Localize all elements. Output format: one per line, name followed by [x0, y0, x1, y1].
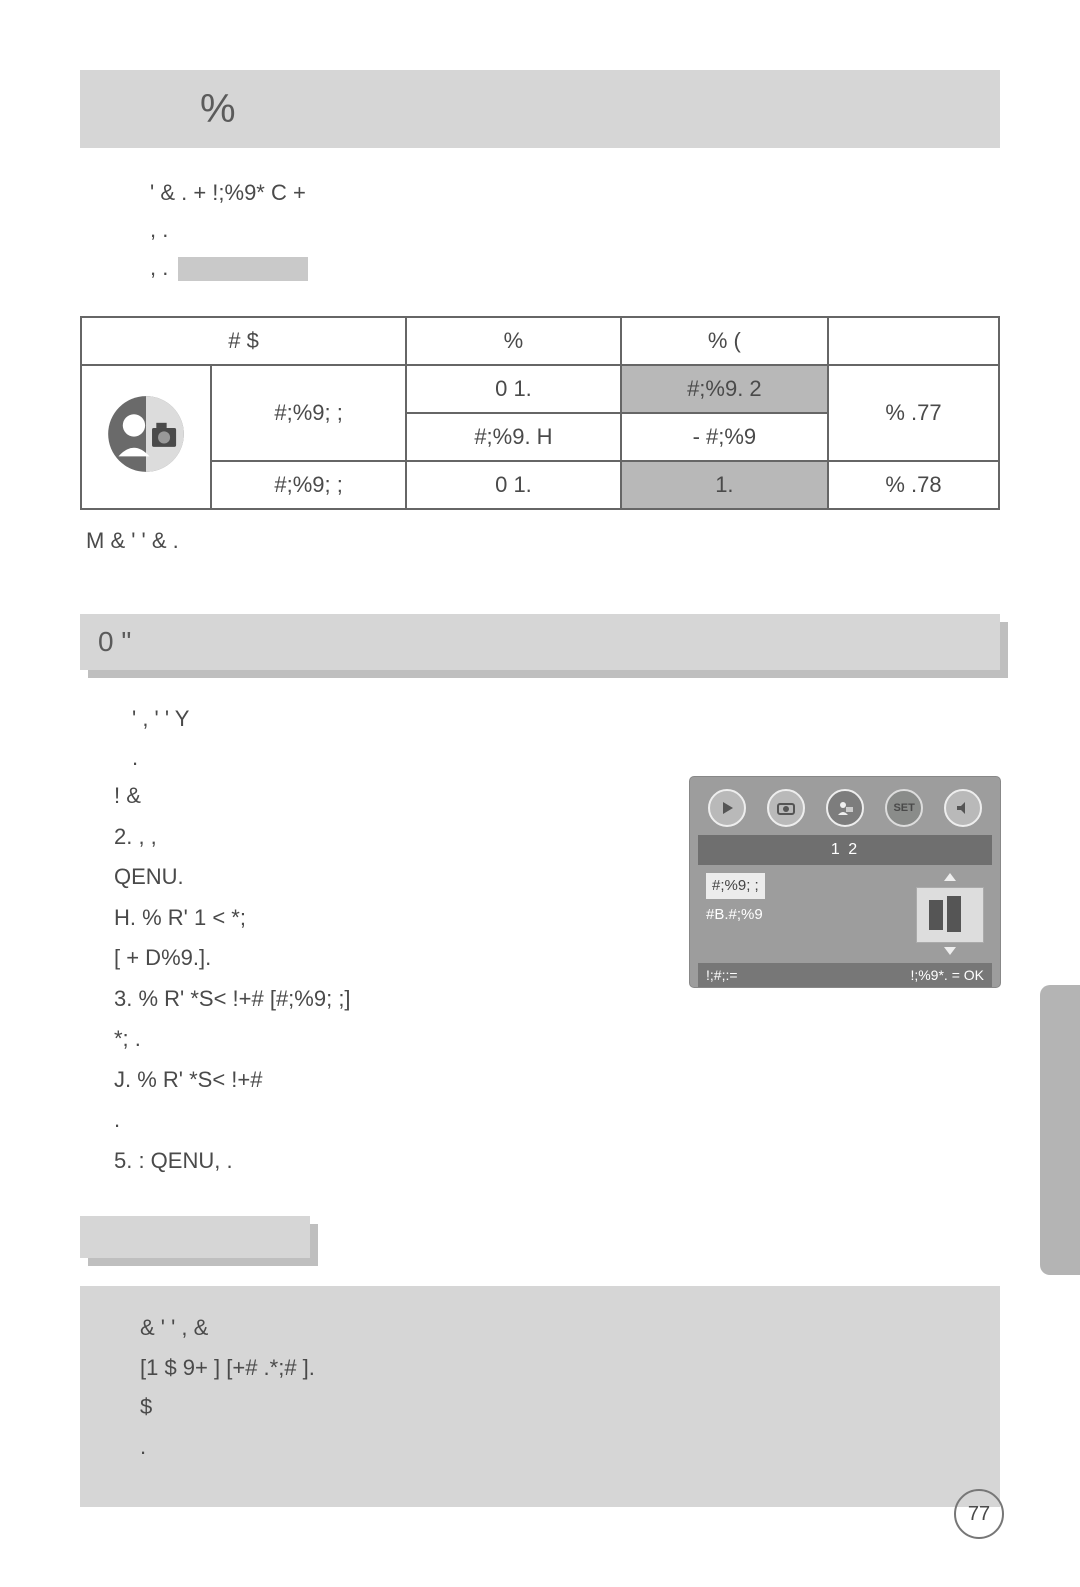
section-heading-label: 0 " [80, 614, 1000, 670]
lcd-title-bar: 1 2 [698, 835, 992, 865]
step-line: [ + D%9.]. [114, 939, 666, 978]
face-capture-icon [103, 391, 189, 477]
intro-line: , . [150, 211, 1000, 248]
info-line: $ [140, 1387, 970, 1427]
intro-text: ' & . + !;%9* C + , . , . [80, 174, 1000, 286]
table-header: % ( [621, 317, 828, 365]
step-line: 2. , , [114, 818, 666, 857]
highlight-block [178, 257, 308, 281]
table-cell: 0 1. [406, 461, 621, 509]
arrow-down-icon [944, 947, 956, 955]
step-line: . [114, 1101, 666, 1140]
info-line: [1 $ 9+ ] [+# .*;# ]. [140, 1348, 970, 1388]
table-cell: % .78 [828, 461, 999, 509]
step-line: 5. : QENU, . [114, 1142, 666, 1181]
table-cell: #;%9; ; [211, 461, 406, 509]
intro-line: ' & . + !;%9* C + [150, 174, 1000, 211]
table-cell: 1. [621, 461, 828, 509]
info-line: . [140, 1427, 970, 1467]
table-cell: % .77 [828, 365, 999, 461]
step-line: QENU. [114, 858, 666, 897]
info-box: & ' ' , & [1 $ 9+ ] [+# .*;# ]. $ . [80, 1286, 1000, 1506]
info-line: & ' ' , & [140, 1308, 970, 1348]
sound-tab-icon [944, 789, 982, 827]
section-intro: ' , ' ' Y . [80, 700, 1000, 777]
intro-line: , . [150, 249, 1000, 286]
steps-block: ! & 2. , , QENU. H. % R' 1 < *; [ + D%9.… [80, 777, 666, 1180]
table-header [828, 317, 999, 365]
lcd-footer-left: !;#;:= [706, 967, 738, 983]
lcd-footer-right: !;%9*. = OK [910, 967, 984, 983]
step-line: J. % R' *S< !+# [114, 1061, 666, 1100]
step-line: 3. % R' *S< !+# [#;%9; ;] [114, 980, 666, 1019]
face-tab-icon [826, 789, 864, 827]
section-heading: 0 " [80, 614, 1000, 678]
table-cell: #;%9. 2 [621, 365, 828, 413]
page-number: 77 [954, 1489, 1004, 1539]
camera-tab-icon [767, 789, 805, 827]
steps-header: ! & [114, 777, 666, 816]
step-line: H. % R' 1 < *; [114, 899, 666, 938]
play-tab-icon [708, 789, 746, 827]
table-cell: #;%9; ; [211, 365, 406, 461]
lcd-preview: SET 1 2 #;%9; ; #B.#;%9 !;#;:= [690, 777, 1000, 987]
lcd-thumbnail [916, 887, 984, 943]
page-title-bar: % [80, 70, 1000, 148]
table-header: % [406, 317, 621, 365]
menu-table: # $ % % ( #;%9; ; 0 1. #;%9. [80, 316, 1000, 510]
set-tab-icon: SET [885, 789, 923, 827]
mode-icon-cell [81, 365, 211, 509]
step-line: *; . [114, 1020, 666, 1059]
side-thumb-tab [1040, 985, 1080, 1275]
lcd-tab-row: SET [698, 785, 992, 835]
table-cell: #;%9. H [406, 413, 621, 461]
lcd-content: #;%9; ; #B.#;%9 [698, 865, 992, 963]
arrow-up-icon [944, 873, 956, 881]
table-header: # $ [81, 317, 406, 365]
page-title: % [200, 87, 236, 132]
table-cell: - #;%9 [621, 413, 828, 461]
lcd-item: #B.#;%9 [706, 906, 763, 923]
subsection-heading [80, 1216, 310, 1266]
lcd-selected-item: #;%9; ; [706, 873, 765, 899]
lcd-footer: !;#;:= !;%9*. = OK [698, 963, 992, 987]
table-cell: 0 1. [406, 365, 621, 413]
table-note: M & ' ' & . [80, 528, 1000, 554]
